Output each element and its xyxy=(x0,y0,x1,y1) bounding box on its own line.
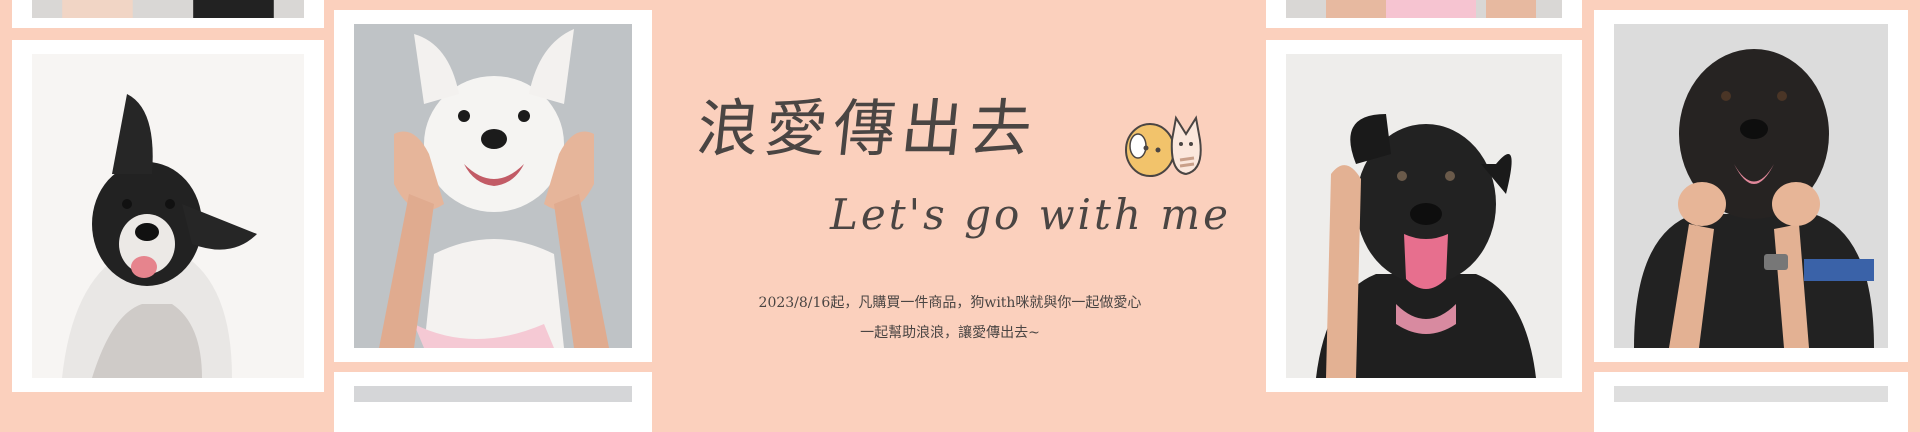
dog-cat-mascot-icon xyxy=(1125,115,1202,177)
dog-photo-black-senior-hands xyxy=(1614,24,1888,348)
dog-photo-black-tongue-out xyxy=(1286,54,1562,378)
partial-photo-top-left xyxy=(32,0,304,18)
promo-description-line1: 2023/8/16起，凡購買一件商品，狗with咪就與你一起做愛心 xyxy=(758,295,1142,311)
title-english: Let's go with me xyxy=(830,190,1231,239)
photo-frame-top-left xyxy=(12,0,324,28)
photo-frame-bottom-left xyxy=(334,372,652,432)
promo-description-line2: 一起幫助浪浪，讓愛傳出去~ xyxy=(860,325,1040,341)
promo-banner: 浪愛傳出去 Let's go with me 2023/8/16起，凡購買一件商… xyxy=(660,0,1260,400)
photo-frame-bottom-right xyxy=(1594,372,1908,432)
photo-frame-3 xyxy=(1266,40,1582,392)
photo-frame-2 xyxy=(334,10,652,362)
partial-photo-bottom-left xyxy=(354,386,632,402)
partial-photo-top-right xyxy=(1286,0,1562,18)
photo-frame-1 xyxy=(12,40,324,392)
photo-frame-4 xyxy=(1594,10,1908,362)
dog-photo-black-white-ear-up xyxy=(32,54,304,378)
partial-photo-bottom-right xyxy=(1614,386,1888,402)
photo-frame-top-right xyxy=(1266,0,1582,28)
title-chinese: 浪愛傳出去 xyxy=(693,92,1042,165)
dog-photo-white-smiling-hands xyxy=(354,24,632,348)
